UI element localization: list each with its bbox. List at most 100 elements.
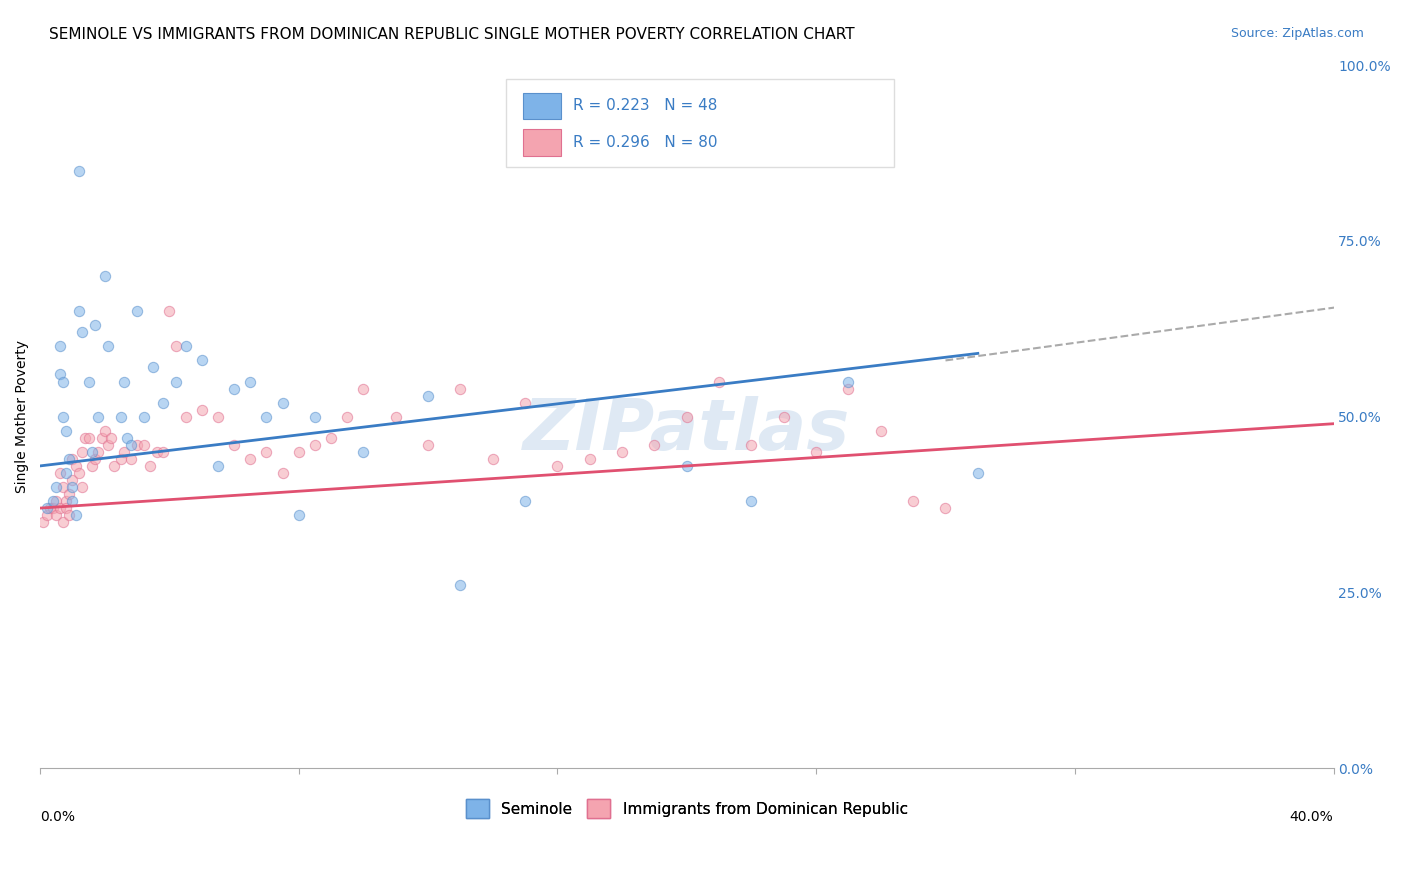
Point <box>55 494 77 508</box>
Point <box>45 494 67 508</box>
Point <box>450 382 472 396</box>
Point <box>513 494 536 508</box>
Text: ZIPatlas: ZIPatlas <box>523 396 851 466</box>
Point <box>675 458 697 473</box>
Point <box>152 445 174 459</box>
Point <box>127 304 149 318</box>
Point <box>450 578 472 592</box>
Text: R = 0.296   N = 80: R = 0.296 N = 80 <box>574 135 717 150</box>
Point <box>546 458 568 473</box>
Point <box>271 395 294 409</box>
Point <box>152 395 174 409</box>
Point <box>239 451 262 466</box>
Point <box>70 480 93 494</box>
Point <box>112 375 135 389</box>
Point <box>45 480 67 494</box>
Point <box>87 445 110 459</box>
Point <box>901 494 924 508</box>
Point <box>191 353 214 368</box>
Point <box>869 424 891 438</box>
Point <box>62 451 84 466</box>
Point <box>42 494 65 508</box>
Point <box>103 458 125 473</box>
Point <box>38 501 60 516</box>
Point <box>58 451 80 466</box>
Point <box>52 409 75 424</box>
Point <box>837 375 859 389</box>
Point <box>35 508 58 522</box>
Point <box>112 445 135 459</box>
Point <box>207 409 229 424</box>
Point <box>224 438 246 452</box>
Point <box>70 445 93 459</box>
Point <box>77 375 100 389</box>
Point <box>48 501 70 516</box>
Point <box>256 409 278 424</box>
Point <box>120 451 142 466</box>
Point <box>32 515 55 529</box>
Point <box>837 382 859 396</box>
Point <box>62 473 84 487</box>
Point <box>65 458 87 473</box>
Y-axis label: Single Mother Poverty: Single Mother Poverty <box>15 340 30 493</box>
Point <box>58 487 80 501</box>
Point <box>610 445 633 459</box>
Point <box>55 501 77 516</box>
Point <box>174 409 197 424</box>
Point <box>97 438 120 452</box>
FancyBboxPatch shape <box>506 79 894 167</box>
Point <box>353 445 375 459</box>
Point <box>127 438 149 452</box>
Point <box>52 515 75 529</box>
Point <box>35 501 58 516</box>
Point <box>110 409 132 424</box>
Point <box>271 466 294 480</box>
Point <box>45 508 67 522</box>
Point <box>67 304 90 318</box>
Point <box>707 375 730 389</box>
Point <box>145 445 167 459</box>
Point <box>87 409 110 424</box>
Point <box>934 501 956 516</box>
Point <box>165 375 187 389</box>
Point <box>94 424 117 438</box>
Point <box>97 339 120 353</box>
Point <box>239 375 262 389</box>
Text: Source: ZipAtlas.com: Source: ZipAtlas.com <box>1230 27 1364 40</box>
Point <box>55 424 77 438</box>
Point <box>84 451 107 466</box>
Point <box>578 451 600 466</box>
Point <box>304 438 326 452</box>
Point <box>966 466 988 480</box>
Point <box>42 501 65 516</box>
Point <box>643 438 665 452</box>
Text: 0.0%: 0.0% <box>41 811 75 824</box>
Point <box>52 375 75 389</box>
Point <box>675 409 697 424</box>
Point <box>288 508 311 522</box>
Point <box>62 494 84 508</box>
Point <box>70 326 93 340</box>
Point <box>418 388 440 402</box>
Point <box>48 368 70 382</box>
Point <box>191 402 214 417</box>
Point <box>740 438 762 452</box>
Point <box>67 163 90 178</box>
Point <box>385 409 408 424</box>
Point <box>48 339 70 353</box>
Point <box>84 318 107 333</box>
Point <box>139 458 162 473</box>
Point <box>353 382 375 396</box>
Point <box>117 431 139 445</box>
Point <box>740 494 762 508</box>
FancyBboxPatch shape <box>523 129 561 156</box>
Point <box>132 409 155 424</box>
Point <box>80 458 103 473</box>
Point <box>207 458 229 473</box>
Point <box>77 431 100 445</box>
Point <box>120 438 142 452</box>
Point <box>321 431 343 445</box>
Point <box>142 360 165 375</box>
Text: 40.0%: 40.0% <box>1289 811 1333 824</box>
Point <box>132 438 155 452</box>
